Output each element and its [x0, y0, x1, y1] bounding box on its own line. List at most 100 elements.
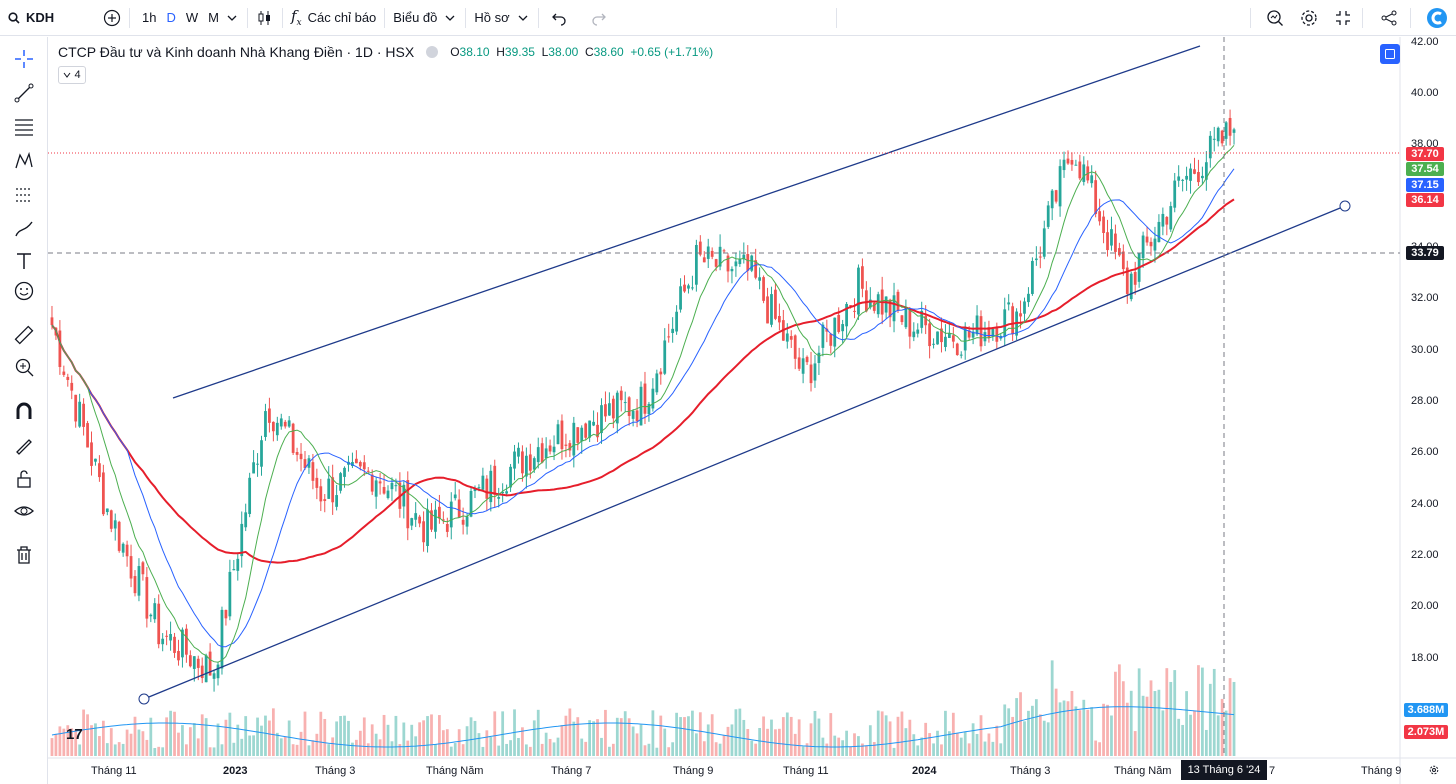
ruler-icon	[14, 325, 34, 345]
candle-body	[62, 371, 66, 375]
volume-bar	[564, 715, 568, 756]
delete-tool[interactable]	[10, 541, 38, 569]
chevron-down-icon[interactable]	[225, 11, 239, 25]
quick-search-button[interactable]	[1258, 0, 1292, 36]
channel-handle[interactable]	[1339, 200, 1351, 212]
candle-body	[995, 327, 999, 342]
emoji-tool[interactable]	[10, 277, 38, 305]
volume-bar	[868, 725, 872, 756]
channel-handle[interactable]	[138, 693, 150, 705]
volume-bar	[687, 716, 690, 756]
candle-body	[667, 336, 671, 338]
settings-button[interactable]	[1292, 0, 1326, 36]
indicators-collapse-button[interactable]: 4	[58, 66, 86, 84]
brush-tool[interactable]	[10, 215, 38, 243]
lock-tool[interactable]	[10, 465, 38, 493]
candle-body	[1157, 221, 1161, 243]
volume-bar	[588, 720, 592, 756]
candle-body	[406, 480, 410, 529]
interval-1h[interactable]: 1h	[142, 10, 157, 25]
candle-body	[295, 452, 299, 455]
candle-body	[505, 491, 508, 494]
ohlc-values: O38.10 H39.35 L38.00 C38.60 +0.65 (+1.71…	[450, 45, 714, 59]
symbol-search[interactable]: KDH	[0, 0, 95, 36]
candle-body	[742, 254, 746, 260]
candle-body	[449, 501, 453, 528]
candle-body	[793, 335, 797, 359]
volume-bar	[469, 717, 473, 756]
undo-button[interactable]	[539, 0, 579, 36]
profile-dropdown[interactable]: Hồ sơ	[466, 0, 537, 36]
magnet-icon	[16, 402, 32, 419]
volume-bar	[536, 709, 540, 756]
volume-bar	[841, 740, 845, 756]
redo-button[interactable]	[579, 0, 619, 36]
zoom-search-icon	[1267, 9, 1283, 26]
candle-body	[884, 296, 888, 313]
volume-bar	[366, 743, 370, 756]
draw-mode-tool[interactable]	[10, 431, 38, 459]
trendline-tool[interactable]	[10, 79, 38, 107]
candle-body	[572, 422, 576, 456]
chart-type-label: Biểu đồ	[393, 10, 438, 25]
candle-body	[623, 402, 627, 404]
volume-bar	[726, 726, 730, 756]
volume-bar	[1189, 714, 1192, 756]
candle-body	[936, 331, 939, 345]
volume-bar	[1106, 704, 1109, 756]
interval-d[interactable]: D	[166, 10, 176, 25]
fib-tool[interactable]	[10, 113, 38, 141]
candle-body	[920, 310, 924, 328]
candle-body	[1208, 135, 1212, 159]
volume-bar	[615, 717, 619, 756]
y-tick: 18.00	[1411, 652, 1439, 664]
volume-bar	[287, 720, 291, 756]
compare-button[interactable]	[95, 0, 129, 36]
magnet-tool[interactable]	[10, 397, 38, 425]
pattern-tool[interactable]	[10, 147, 38, 175]
fullscreen-button[interactable]	[1326, 0, 1360, 36]
chart-title[interactable]: CTCP Đầu tư và Kinh doanh Nhà Khang Điền…	[58, 44, 415, 60]
volume-bar	[252, 735, 255, 756]
indicators-button[interactable]: fx Các chỉ báo	[283, 0, 384, 36]
drawing-toolbar	[0, 37, 48, 784]
prediction-tool[interactable]	[10, 181, 38, 209]
volume-bar	[805, 743, 809, 756]
visibility-tool[interactable]	[10, 497, 38, 525]
candle-body	[157, 603, 161, 645]
volume-bar	[1098, 742, 1101, 756]
interval-m[interactable]: M	[208, 10, 219, 25]
volume-bar	[1216, 715, 1220, 756]
volume-bar	[1011, 716, 1015, 756]
interval-w[interactable]: W	[185, 10, 199, 25]
volume-bar	[449, 746, 453, 756]
volume-bar	[1129, 690, 1133, 756]
volume-bar	[315, 733, 319, 756]
pattern-icon	[15, 151, 33, 169]
chart-style-button[interactable]	[248, 0, 282, 36]
chart-type-dropdown[interactable]: Biểu đồ	[385, 0, 465, 36]
crosshair-tool[interactable]	[10, 45, 38, 73]
x-tick: Tháng 3	[1010, 765, 1051, 777]
volume-bar	[1062, 700, 1066, 756]
candle-body	[283, 421, 287, 427]
volume-bar	[109, 728, 113, 756]
ruler-tool[interactable]	[10, 321, 38, 349]
volume-bar	[663, 728, 667, 756]
volume-bar	[497, 745, 501, 756]
candle-body	[501, 491, 505, 494]
volume-bar	[1058, 702, 1062, 756]
share-button[interactable]	[1372, 0, 1406, 36]
volume-bar	[521, 727, 524, 756]
share-icon	[1381, 10, 1397, 25]
volume-bar	[517, 738, 520, 756]
candle-body	[1054, 190, 1058, 202]
text-tool[interactable]	[10, 247, 38, 275]
object-tree-button[interactable]	[1380, 44, 1400, 64]
candle-body	[754, 260, 758, 278]
app-logo[interactable]	[1418, 0, 1456, 36]
zoom-tool[interactable]	[10, 353, 38, 381]
axis-settings-button[interactable]	[1424, 760, 1444, 780]
candle-body	[335, 495, 339, 507]
price-chart[interactable]	[48, 37, 1456, 784]
